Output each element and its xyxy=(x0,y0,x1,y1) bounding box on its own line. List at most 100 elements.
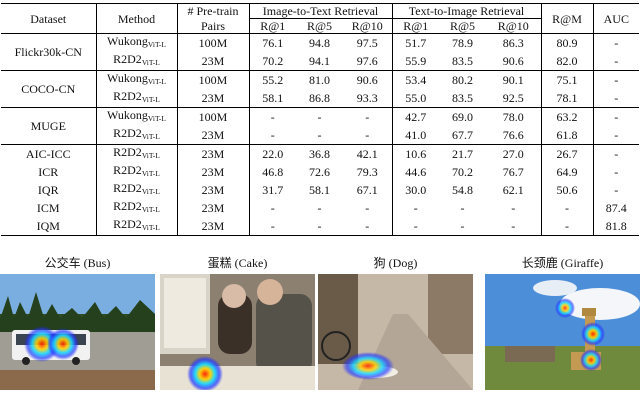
caption-giraffe: 长颈鹿 (Giraffe) xyxy=(521,256,604,270)
t2i-cell: 67.7 xyxy=(452,128,474,142)
header-auc: AUC xyxy=(592,3,640,34)
table-row: AIC-ICC R2D2ViT-L 23M 22.0 36.8 42.1 10.6 21.7 2… xyxy=(1,144,640,163)
method-subscript: ViT-L xyxy=(141,95,160,104)
method-cell: R2D2ViT-L xyxy=(95,52,177,71)
t2i-cell: 90.6 xyxy=(502,54,524,68)
header-t2i-r10: R@10 xyxy=(486,18,542,34)
results-table: Dataset Method # Pre-train Image-to-Text… xyxy=(1,3,640,236)
i2t-cell: 46.8 xyxy=(248,163,296,181)
figure-bus: 公交车 (Bus) xyxy=(0,254,155,390)
i2t-cell: - xyxy=(248,107,296,126)
i2t-cell: 81.0 xyxy=(296,70,343,89)
t2i-cell: 69.0 xyxy=(439,107,487,126)
t2i-cell: 70.2 xyxy=(452,165,474,179)
pairs-cell: 23M xyxy=(176,163,249,181)
i2t-cell: - xyxy=(248,199,296,217)
i2t-cell: - xyxy=(248,126,296,145)
method-name: R2D2 xyxy=(113,217,142,231)
auc-cell: - xyxy=(592,107,640,126)
method-subscript: ViT-L xyxy=(141,187,160,196)
pairs-cell: 23M xyxy=(176,89,249,108)
method-subscript: ViT-L xyxy=(147,114,166,123)
i2t-cell: - xyxy=(365,128,370,142)
header-i2t-r1: R@1 xyxy=(248,18,296,34)
pairs-cell: 23M xyxy=(176,181,249,199)
table-row: ICM R2D2ViT-L 23M - - - - - - -87.4 xyxy=(1,199,640,217)
method-cell: R2D2ViT-L xyxy=(95,217,177,236)
header-i2t-r10: R@10 xyxy=(343,18,393,34)
method-cell: WukongViT-L xyxy=(95,107,177,126)
auc-cell: 87.4 xyxy=(592,199,640,217)
dataset-cell: IQR xyxy=(37,183,59,197)
i2t-cell: - xyxy=(296,217,343,236)
figure-dog: 狗 (Dog) xyxy=(318,254,473,390)
dataset-cell: ICM xyxy=(36,201,60,215)
dataset-cell: Flickr30k-CN xyxy=(14,45,82,59)
caption-dog: 狗 (Dog) xyxy=(373,256,418,270)
bus-photo xyxy=(0,274,155,390)
t2i-cell: 44.6 xyxy=(391,163,440,181)
dataset-cell: ICR xyxy=(38,165,59,179)
dataset-cell: IQM xyxy=(1,217,96,236)
pairs-cell: 100M xyxy=(176,70,249,89)
t2i-cell: 76.7 xyxy=(502,165,524,179)
i2t-cell: 76.1 xyxy=(248,33,296,52)
i2t-cell: 94.1 xyxy=(309,54,330,68)
rm-cell: 80.9 xyxy=(540,33,594,52)
header-t2i-r1: R@1 xyxy=(391,18,440,34)
rm-cell: 63.2 xyxy=(540,107,594,126)
t2i-cell: 92.5 xyxy=(502,91,524,105)
auc-cell: - xyxy=(592,52,640,71)
method-name: Wukong xyxy=(107,108,148,122)
t2i-cell: 53.4 xyxy=(391,70,440,89)
table-row: IQM R2D2ViT-L 23M - - - - - - -81.8 xyxy=(1,217,640,236)
method-name: R2D2 xyxy=(113,145,142,159)
pairs-cell: 100M xyxy=(176,107,249,126)
auc-cell: - xyxy=(592,163,640,181)
dataset-cell: AIC-ICC xyxy=(1,144,96,163)
i2t-cell: 97.6 xyxy=(356,54,378,68)
method-subscript: ViT-L xyxy=(147,77,166,86)
method-subscript: ViT-L xyxy=(141,223,160,232)
t2i-cell: 51.7 xyxy=(391,33,440,52)
rm-cell: 61.8 xyxy=(540,126,594,145)
i2t-cell: 67.1 xyxy=(356,183,378,197)
i2t-cell: 55.2 xyxy=(248,70,296,89)
method-cell: WukongViT-L xyxy=(95,70,177,89)
i2t-cell: - xyxy=(317,128,322,142)
t2i-cell: - xyxy=(511,201,516,215)
table-row: ICR R2D2ViT-L 23M 46.8 72.6 79.3 44.6 70.2 76.7 6… xyxy=(1,163,640,181)
method-cell: R2D2ViT-L xyxy=(95,126,177,145)
rm-cell: 75.1 xyxy=(540,70,594,89)
t2i-cell: 83.5 xyxy=(452,54,474,68)
i2t-cell: - xyxy=(365,201,370,215)
method-cell: WukongViT-L xyxy=(95,33,177,52)
i2t-cell: 42.1 xyxy=(343,144,393,163)
auc-cell: - xyxy=(592,33,640,52)
i2t-cell: - xyxy=(343,217,393,236)
method-name: R2D2 xyxy=(113,52,142,66)
auc-cell: - xyxy=(592,144,640,163)
pairs-cell: 23M xyxy=(176,217,249,236)
rm-cell: 26.7 xyxy=(540,144,594,163)
method-name: Wukong xyxy=(107,34,148,48)
auc-cell: - xyxy=(592,70,640,89)
t2i-cell: 78.9 xyxy=(452,36,474,50)
i2t-cell: 36.8 xyxy=(296,144,343,163)
i2t-cell: - xyxy=(317,201,322,215)
header-i2t-r5: R@5 xyxy=(296,18,343,34)
table-row: MUGE WukongViT-L 100M - - -42.7 69.0 78.0 63.2- xyxy=(1,107,640,145)
table-row: R2D2ViT-L 23M - - -41.0 67.7 76.6 61.8- xyxy=(1,126,640,145)
rm-cell: 82.0 xyxy=(540,52,594,71)
t2i-cell: 21.7 xyxy=(439,144,487,163)
dataset-cell: MUGE xyxy=(1,107,96,145)
method-cell: R2D2ViT-L xyxy=(95,181,177,199)
method-subscript: ViT-L xyxy=(141,205,160,214)
dog-photo xyxy=(318,274,473,390)
i2t-cell: 90.6 xyxy=(343,70,393,89)
giraffe-photo xyxy=(485,274,640,390)
i2t-cell: 58.1 xyxy=(309,183,330,197)
method-name: R2D2 xyxy=(113,126,142,140)
table-row: Flickr30k-CN WukongViT-L 100M 76.1 94.8 97.5 5… xyxy=(1,33,640,59)
method-name: R2D2 xyxy=(113,89,142,103)
